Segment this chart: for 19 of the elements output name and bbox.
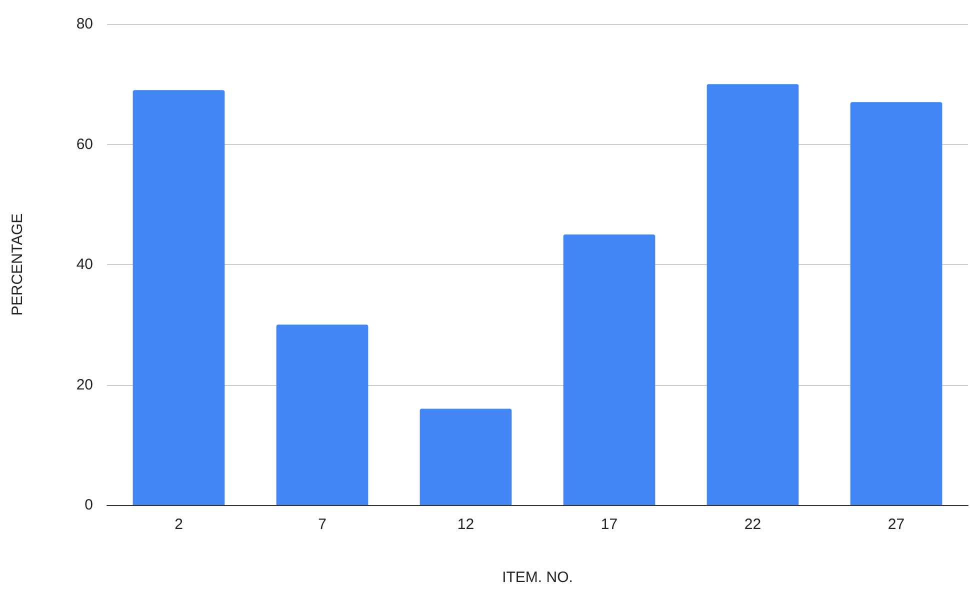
x-axis-title: ITEM. NO. <box>502 569 573 586</box>
y-tick-label: 80 <box>76 16 93 32</box>
x-tick-label: 22 <box>744 516 762 533</box>
bar <box>276 324 368 505</box>
x-tick-label: 7 <box>318 516 326 533</box>
bar <box>850 102 942 505</box>
x-tick-label: 17 <box>600 516 618 533</box>
x-tick-label: 27 <box>888 516 905 533</box>
bar <box>563 234 656 505</box>
y-tick-label: 20 <box>76 376 93 394</box>
y-tick-label: 0 <box>84 496 93 514</box>
bar <box>420 408 512 505</box>
y-tick-label: 40 <box>76 256 93 273</box>
x-tick-label: 2 <box>174 516 183 533</box>
y-tick-label: 60 <box>76 136 93 153</box>
y-axis-title: PERCENTAGE <box>9 213 26 316</box>
bar <box>132 90 225 505</box>
x-tick-label: 12 <box>457 516 474 533</box>
bar <box>706 84 799 505</box>
